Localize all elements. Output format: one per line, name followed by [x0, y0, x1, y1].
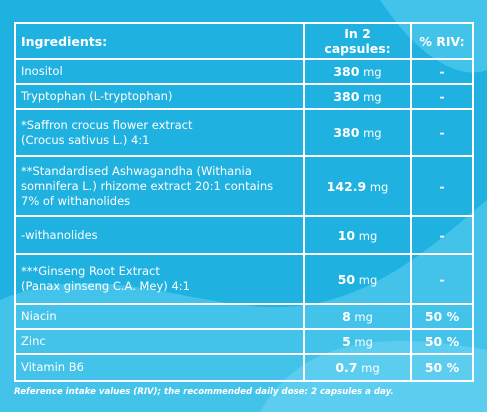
amount-value: 380: [333, 64, 360, 79]
amount-value: 142.9: [326, 178, 367, 194]
table-row: *Saffron crocus flower extract (Crocus s…: [14, 108, 474, 157]
table-row: Tryptophan (L-tryptophan) 380 mg -: [14, 83, 474, 110]
amount-value: 50: [337, 271, 356, 287]
table-row: **Standardised Ashwagandha (Withania som…: [14, 155, 474, 217]
amount-cell: 0.7 mg: [303, 353, 412, 382]
amount-unit: mg: [363, 65, 382, 79]
ingredient-name: Tryptophan (L-tryptophan): [14, 83, 305, 110]
riv-cell: 50 %: [410, 353, 474, 382]
riv-cell: -: [410, 253, 474, 305]
amount-cell: 380 mg: [303, 108, 412, 157]
amount-unit: mg: [358, 272, 378, 287]
table-row: -withanolides 10 mg -: [14, 215, 474, 255]
amount-value: 0.7: [335, 360, 358, 375]
ingredient-name: ***Ginseng Root Extract (Panax ginseng C…: [14, 253, 305, 305]
ingredient-name: Zinc: [14, 328, 305, 355]
footer-note: Reference intake values (RIV); the recom…: [14, 387, 394, 397]
ingredient-name: *Saffron crocus flower extract (Crocus s…: [14, 108, 305, 157]
amount-unit: mg: [354, 310, 373, 324]
table-row: Inositol 380 mg -: [14, 58, 474, 85]
amount-cell: 380 mg: [303, 58, 412, 85]
riv-cell: -: [410, 58, 474, 85]
ingredient-name: Vitamin B6: [14, 353, 305, 382]
amount-value: 380: [333, 89, 360, 104]
header-cell: In 2 capsules:: [303, 22, 412, 60]
ingredients-table: Ingredients: In 2 capsules:% RIV: Inosito…: [14, 22, 474, 382]
amount-unit: mg: [363, 90, 382, 104]
riv-cell: 50 %: [410, 328, 474, 355]
ingredient-name: Inositol: [14, 58, 305, 85]
table-row: Niacin 8 mg 50 %: [14, 303, 474, 330]
ingredient-name: Niacin: [14, 303, 305, 330]
riv-cell: -: [410, 155, 474, 217]
amount-value: 5: [342, 334, 351, 349]
table-row: Vitamin B6 0.7 mg 50 %: [14, 353, 474, 382]
amount-cell: 5 mg: [303, 328, 412, 355]
amount-cell: 380 mg: [303, 83, 412, 110]
riv-cell: -: [410, 83, 474, 110]
amount-value: 8: [342, 309, 351, 324]
table-row: Zinc 5 mg 50 %: [14, 328, 474, 355]
amount-cell: 8 mg: [303, 303, 412, 330]
header-cell: % RIV:: [410, 22, 474, 60]
header-row: Ingredients: In 2 capsules:% RIV:: [14, 22, 474, 60]
ingredient-name: **Standardised Ashwagandha (Withania som…: [14, 155, 305, 217]
table-row: ***Ginseng Root Extract (Panax ginseng C…: [14, 253, 474, 305]
riv-cell: -: [410, 215, 474, 255]
amount-unit: mg: [361, 361, 380, 375]
table-body: Inositol 380 mg - Tryptophan (L-tryptophan)…: [14, 58, 474, 382]
amount-value: 380: [333, 125, 360, 140]
riv-cell: 50 %: [410, 303, 474, 330]
riv-cell: -: [410, 108, 474, 157]
amount-unit: mg: [369, 179, 389, 194]
amount-cell: 142.9 mg: [303, 155, 412, 217]
ingredient-name: -withanolides: [14, 215, 305, 255]
header-cell: Ingredients:: [14, 22, 305, 60]
amount-cell: 10 mg: [303, 215, 412, 255]
amount-unit: mg: [363, 126, 382, 140]
amount-value: 10: [337, 227, 356, 243]
amount-cell: 50 mg: [303, 253, 412, 305]
amount-unit: mg: [354, 335, 373, 349]
amount-unit: mg: [358, 228, 378, 243]
